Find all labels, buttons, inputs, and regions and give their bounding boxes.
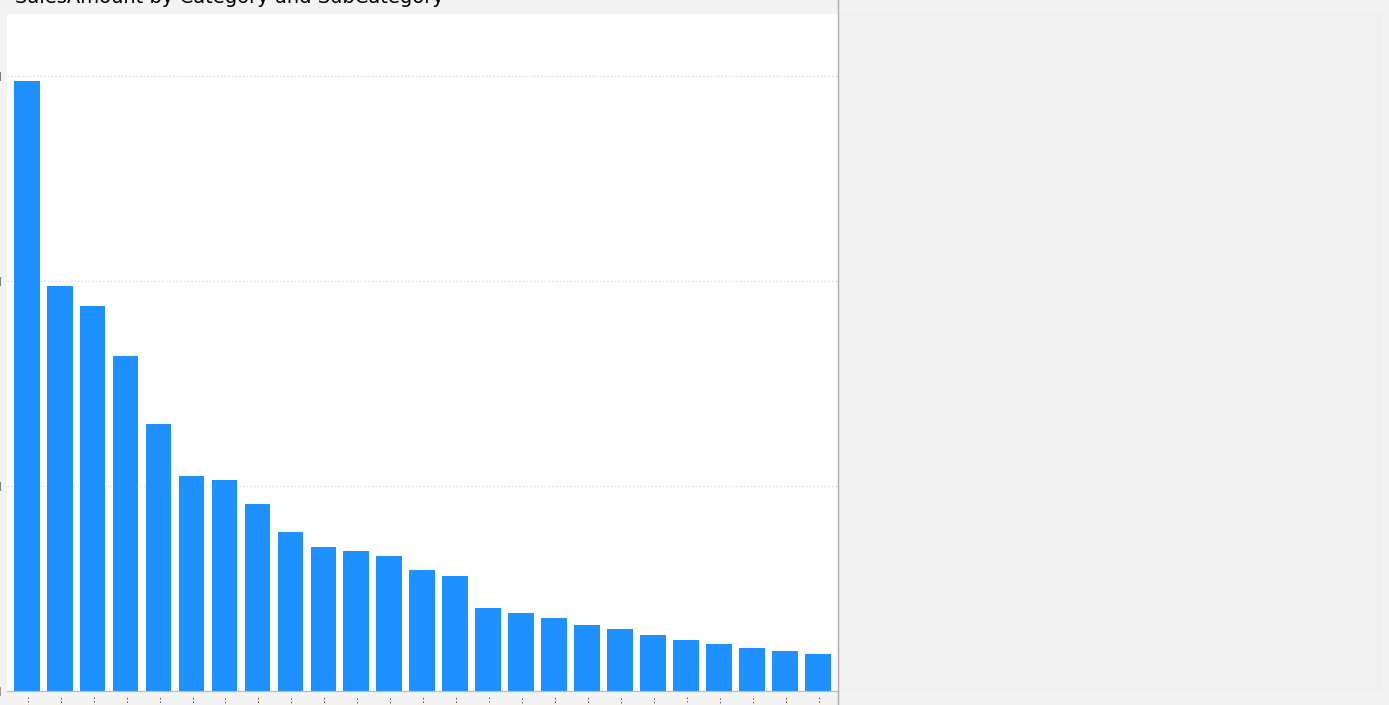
Bar [475, 608, 501, 691]
Bar [14, 81, 39, 691]
Bar [211, 479, 238, 691]
Bar [146, 424, 171, 691]
Text: SalesAmount by Category and SubCategory: SalesAmount by Category and SubCategory [15, 0, 444, 7]
Bar [739, 648, 765, 691]
Bar [772, 651, 797, 691]
Bar [244, 504, 271, 691]
Bar [179, 476, 204, 691]
Bar [806, 654, 831, 691]
Bar [410, 570, 435, 691]
Bar [278, 532, 303, 691]
Bar [79, 307, 106, 691]
Bar [343, 551, 369, 691]
Bar [640, 634, 665, 691]
Bar [508, 613, 533, 691]
Bar [574, 625, 600, 691]
Bar [706, 644, 732, 691]
Bar [311, 547, 336, 691]
Bar [113, 355, 139, 691]
Bar [607, 630, 633, 691]
Bar [442, 576, 468, 691]
Bar [674, 639, 699, 691]
Bar [47, 286, 72, 691]
Bar [542, 618, 567, 691]
Bar [376, 556, 403, 691]
